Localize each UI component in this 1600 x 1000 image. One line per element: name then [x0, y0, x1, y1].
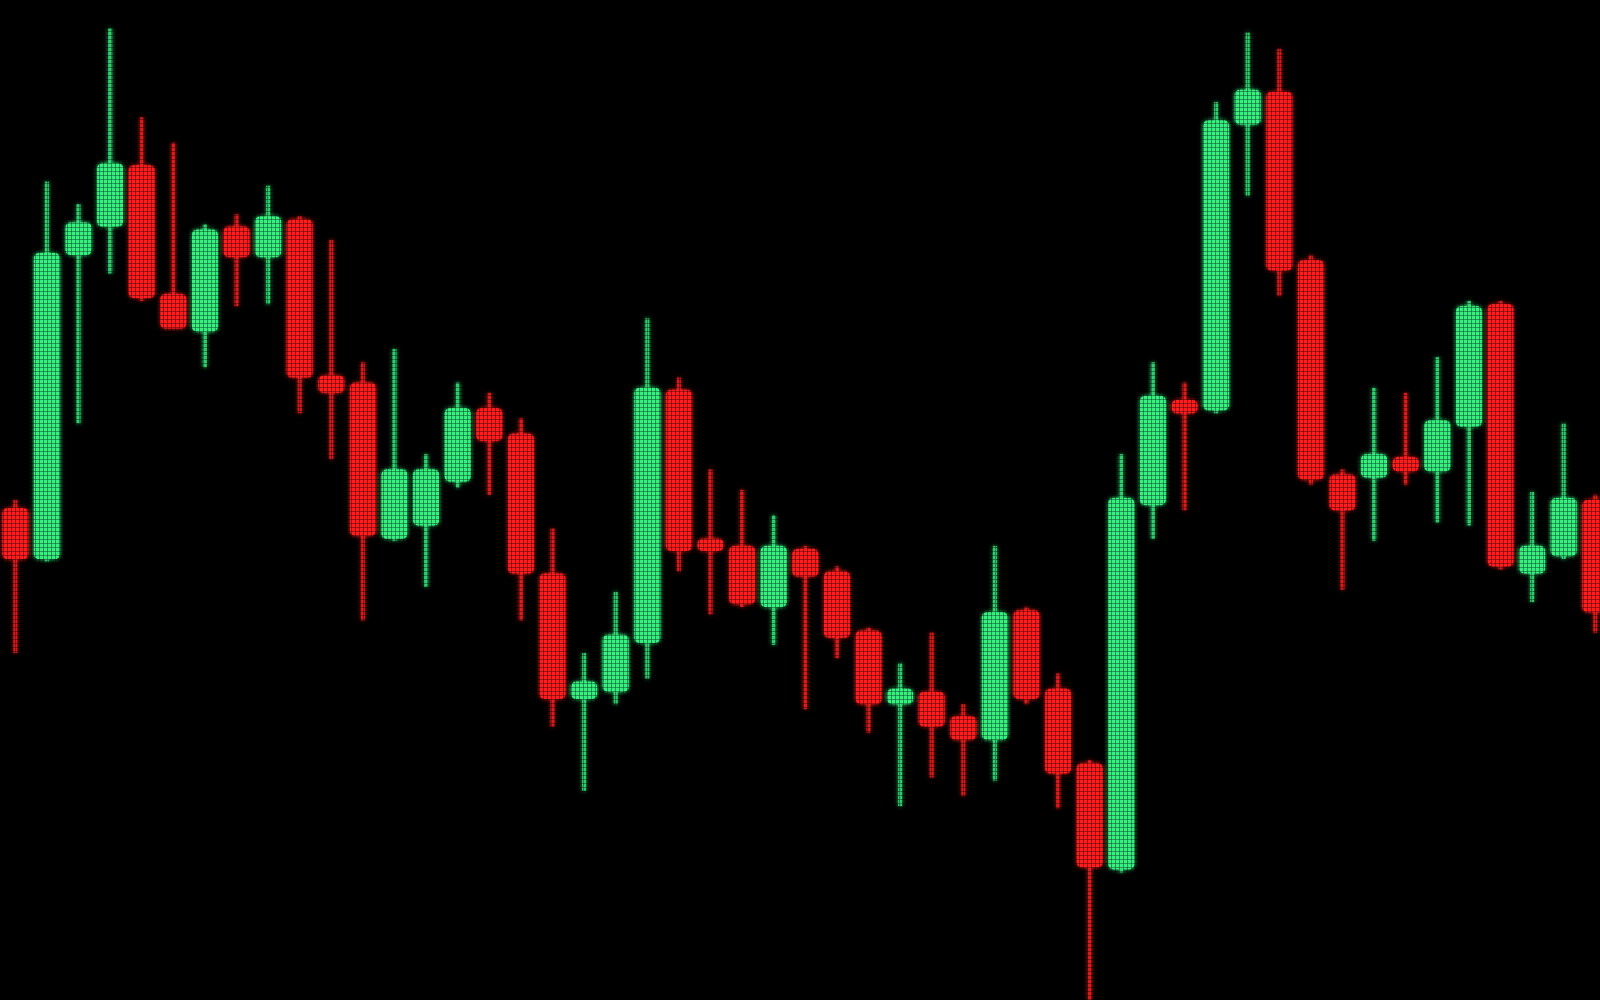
candlestick-chart [0, 0, 1600, 1000]
screen-texture [0, 0, 1600, 1000]
page: {"chart_data": { "type": "candlestick", … [0, 0, 1600, 1000]
